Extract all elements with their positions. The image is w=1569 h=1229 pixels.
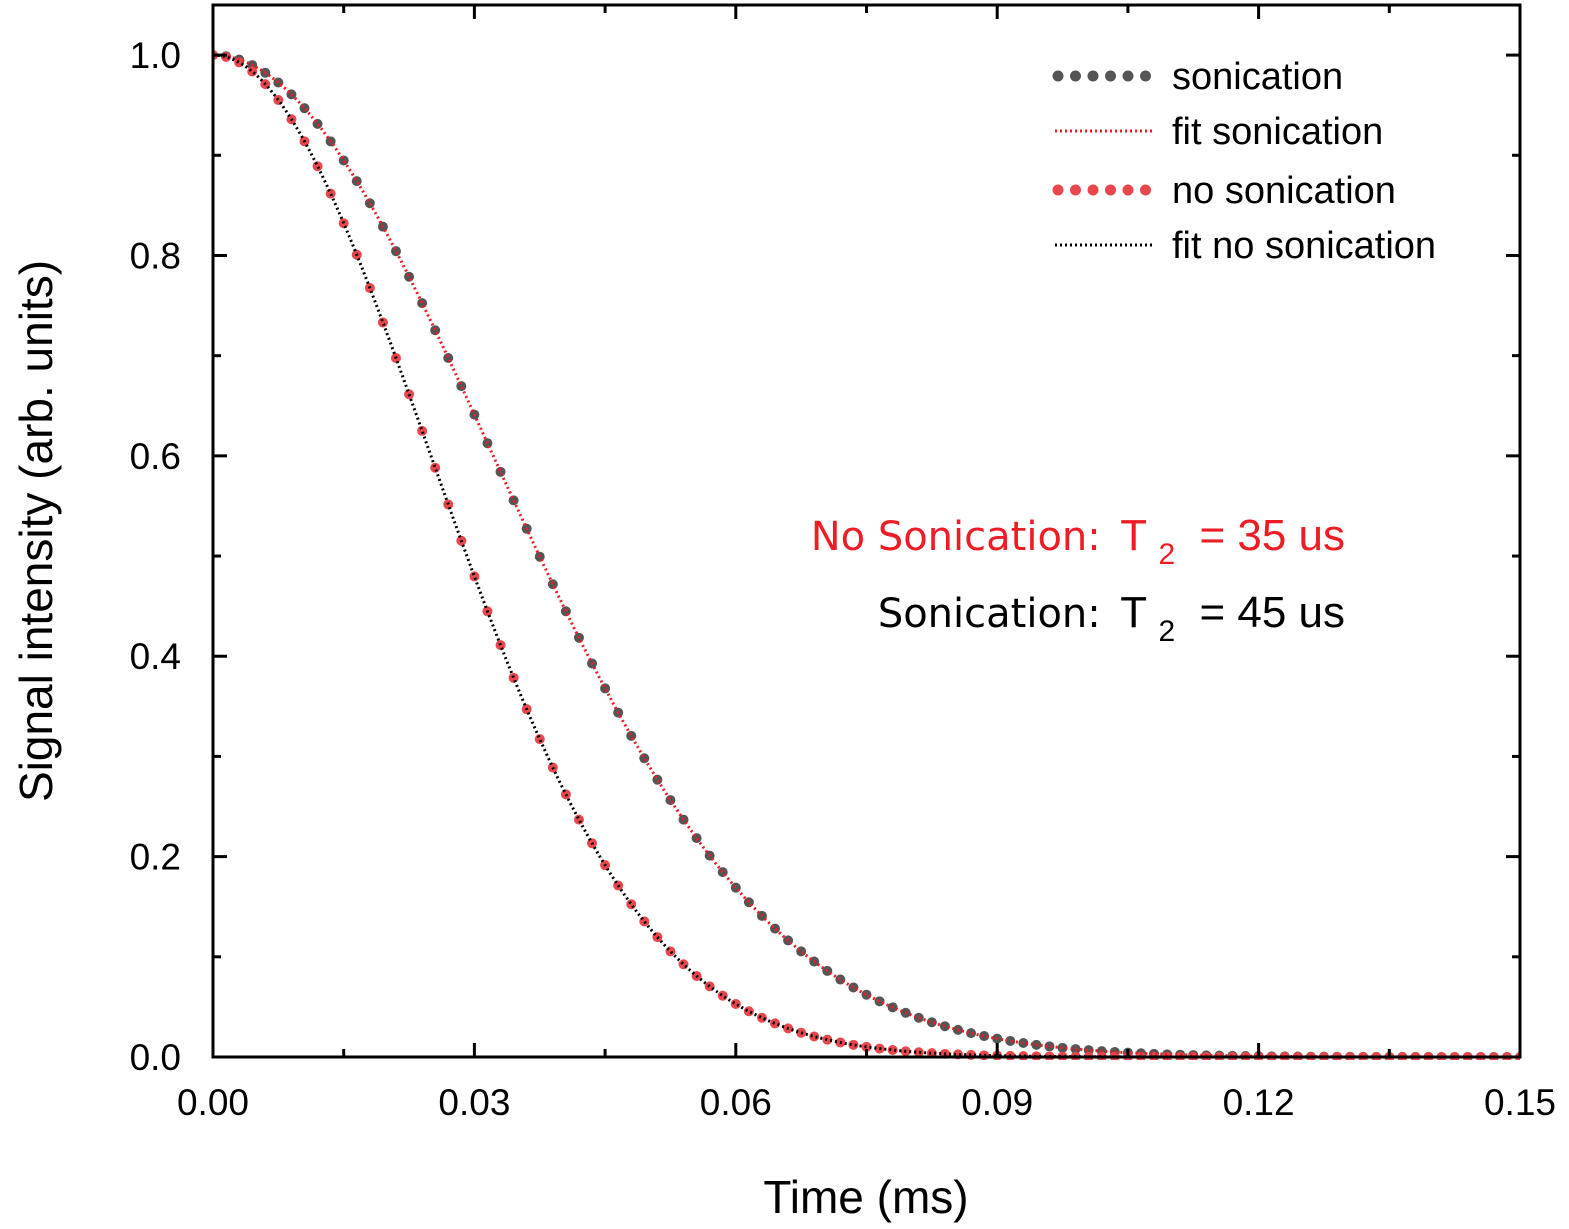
annotation-sonication-label: Sonication: xyxy=(878,591,1101,637)
data-point xyxy=(835,974,846,985)
legend: sonication fit sonication no sonication … xyxy=(1052,56,1436,267)
data-point xyxy=(861,1041,872,1052)
legend-label-fit-no-sonication: fit no sonication xyxy=(1172,225,1436,267)
data-point xyxy=(1057,1042,1068,1053)
legend-sample-no-sonication xyxy=(1105,184,1116,196)
annotation-no-sonication: No Sonication: T 2 = 35 us xyxy=(811,511,1345,574)
legend-sample-sonication xyxy=(1052,70,1064,82)
data-point xyxy=(730,998,741,1009)
data-point xyxy=(913,1047,924,1058)
data-point xyxy=(626,730,637,741)
x-axis-title: Time (ms) xyxy=(763,1171,968,1223)
x-tick-label: 0.12 xyxy=(1223,1082,1295,1123)
y-tick-label: 0.2 xyxy=(130,837,181,878)
y-tick-label: 0.0 xyxy=(130,1037,181,1078)
annotation-sonication: Sonication: T 2 = 45 us xyxy=(878,588,1345,651)
data-point xyxy=(390,246,401,257)
data-point xyxy=(430,325,441,336)
data-point xyxy=(770,923,781,934)
legend-label-sonication: sonication xyxy=(1172,56,1343,98)
legend-sample-sonication xyxy=(1087,70,1099,82)
data-point xyxy=(417,298,428,309)
data-point xyxy=(743,897,754,908)
data-point xyxy=(547,579,558,590)
annotation-no-sonication-symbol: T xyxy=(1120,511,1146,560)
data-point xyxy=(639,753,650,764)
annotation-sonication-value: = 45 us xyxy=(1199,588,1345,637)
x-tick-label: 0.03 xyxy=(438,1082,510,1123)
data-point xyxy=(874,996,885,1007)
legend-sample-no-sonication xyxy=(1122,184,1134,196)
data-point xyxy=(743,1006,754,1017)
annotation-no-sonication-subscript: 2 xyxy=(1159,538,1176,571)
data-point xyxy=(1018,1038,1029,1049)
data-point xyxy=(626,899,637,910)
data-point xyxy=(600,683,611,694)
axis-ticks: 0.00 0.03 0.06 0.09 0.12 0.15 0.0 0.2 0.4 0.6 0.8 1… xyxy=(130,5,1556,1123)
data-point xyxy=(717,990,728,1001)
data-point xyxy=(691,833,702,844)
data-point xyxy=(364,198,375,209)
x-tick-label: 0.00 xyxy=(177,1082,249,1123)
data-point xyxy=(665,795,676,806)
legend-sample-sonication xyxy=(1070,70,1081,82)
annotation-sonication-symbol: T xyxy=(1120,588,1146,637)
annotation-no-sonication-label: No Sonication: xyxy=(811,514,1101,560)
legend-sample-sonication xyxy=(1105,70,1116,82)
data-point xyxy=(809,1031,820,1042)
data-point xyxy=(887,1045,898,1056)
annotation-no-sonication-value: = 35 us xyxy=(1199,511,1345,560)
legend-sample-no-sonication xyxy=(1087,184,1099,196)
data-point xyxy=(822,1034,833,1045)
series-fit-no-sonication xyxy=(213,53,1520,1059)
y-tick-label: 0.6 xyxy=(130,436,181,477)
data-point xyxy=(926,1017,937,1028)
annotation-sonication-subscript: 2 xyxy=(1159,615,1176,648)
data-point xyxy=(979,1031,990,1042)
data-point xyxy=(417,425,428,436)
data-point xyxy=(678,959,689,970)
data-point xyxy=(312,161,323,172)
data-point xyxy=(1005,1035,1016,1046)
legend-sample-sonication xyxy=(1122,70,1134,82)
data-point xyxy=(351,176,362,187)
legend-sample-no-sonication xyxy=(1052,184,1064,196)
data-point xyxy=(939,1021,950,1032)
y-tick-label: 0.8 xyxy=(130,235,181,276)
data-point xyxy=(560,606,571,617)
data-point xyxy=(717,867,728,878)
data-point xyxy=(273,77,284,88)
data-point xyxy=(848,982,859,993)
legend-sample-sonication xyxy=(1140,70,1151,82)
data-point xyxy=(299,103,310,114)
data-point xyxy=(404,271,415,282)
y-tick-label: 0.4 xyxy=(130,636,181,677)
legend-sample-no-sonication xyxy=(1070,184,1081,196)
legend-label-no-sonication: no sonication xyxy=(1172,170,1396,212)
y-tick-label: 1.0 xyxy=(130,35,181,76)
data-point xyxy=(730,882,741,893)
y-axis-title: Signal intensity (arb. units) xyxy=(10,260,62,802)
data-point xyxy=(273,95,284,106)
x-tick-label: 0.09 xyxy=(961,1082,1033,1123)
x-tick-label: 0.06 xyxy=(700,1082,772,1123)
data-point xyxy=(312,118,323,129)
data-point xyxy=(338,155,349,166)
data-point xyxy=(1044,1041,1055,1052)
legend-sample-no-sonication xyxy=(1140,184,1151,196)
data-point xyxy=(430,462,441,473)
data-point xyxy=(573,814,584,825)
legend-samples xyxy=(1052,70,1155,247)
data-point xyxy=(639,916,650,927)
data-point xyxy=(966,1028,977,1039)
data-point xyxy=(796,946,807,957)
data-point xyxy=(652,774,663,785)
x-tick-label: 0.15 xyxy=(1484,1082,1556,1123)
data-point xyxy=(861,989,872,1000)
data-point xyxy=(848,1039,859,1050)
legend-label-fit-sonication: fit sonication xyxy=(1172,111,1383,153)
data-point xyxy=(665,946,676,957)
